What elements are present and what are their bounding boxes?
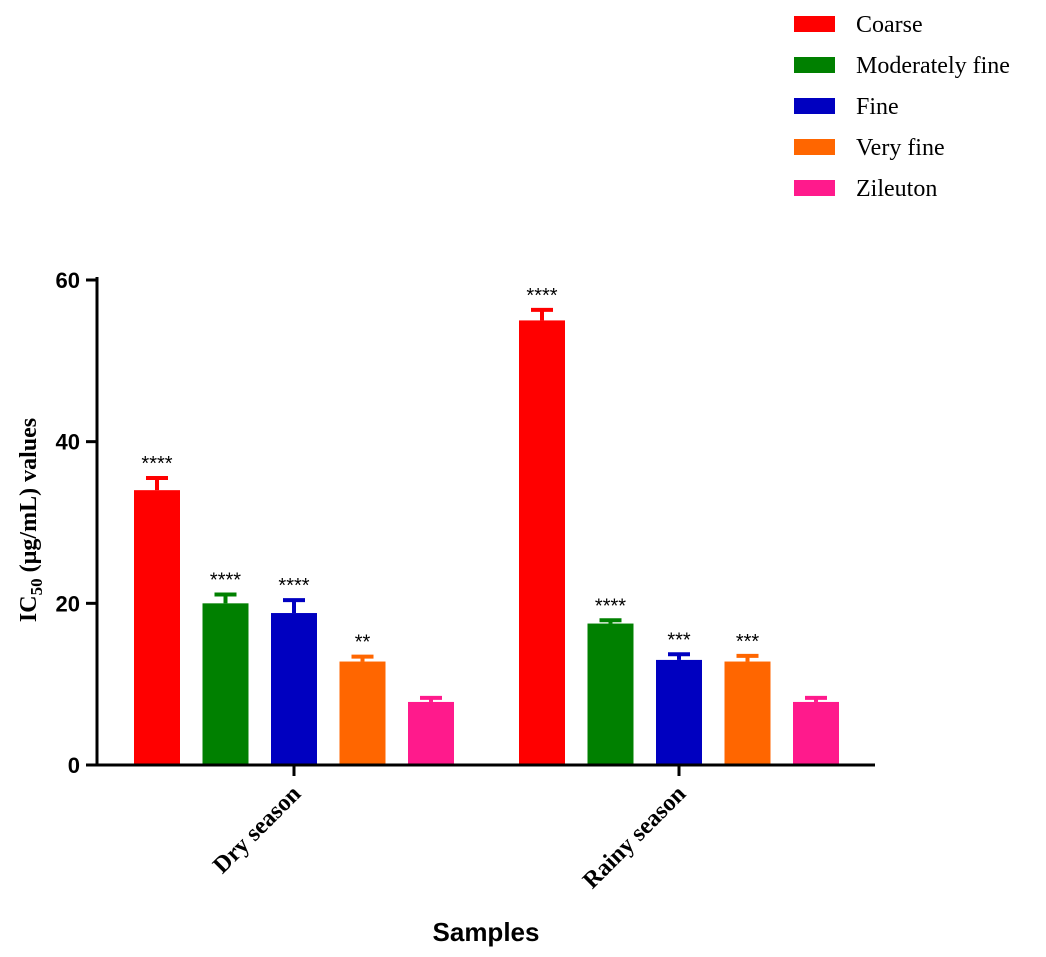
legend-label: Fine	[856, 94, 899, 120]
bar	[519, 320, 565, 765]
significance-label: ****	[595, 595, 626, 617]
bar	[271, 613, 317, 765]
axes	[95, 277, 875, 767]
legend: Coarse Moderately fine Fine Very fine Zileut…	[794, 12, 1010, 202]
x-axis-title: Samples	[433, 917, 540, 947]
bar	[134, 490, 180, 765]
y-tick-label: 60	[56, 268, 80, 293]
x-category-label: Rainy season	[578, 781, 691, 894]
significance-label: ****	[141, 453, 172, 475]
bar	[656, 659, 702, 765]
legend-swatch	[794, 180, 835, 196]
legend-label: Very fine	[856, 135, 945, 161]
y-axis-title-prefix: IC	[16, 595, 42, 622]
legend-label: Moderately fine	[856, 53, 1010, 79]
significance-label: ****	[278, 575, 309, 597]
bar	[587, 623, 634, 765]
legend-swatch	[794, 139, 835, 155]
y-axis-title: IC50 (µg/mL) values	[16, 418, 46, 622]
y-ticks: 0 20 40 60	[56, 268, 97, 778]
bars: ******** ***************** ***	[134, 285, 839, 765]
bar	[339, 661, 386, 765]
bar	[202, 603, 249, 765]
significance-label: ****	[526, 285, 557, 307]
x-category-labels: Dry season Rainy season	[208, 765, 691, 894]
y-axis-title-subscript: 50	[27, 578, 46, 595]
legend-label: Coarse	[856, 12, 923, 38]
significance-label: ****	[210, 569, 241, 591]
legend-label: Zileuton	[856, 176, 937, 202]
significance-label: ***	[667, 629, 691, 651]
bar	[724, 661, 771, 765]
y-tick-label: 0	[68, 753, 80, 778]
y-axis-title-suffix: (µg/mL) values	[16, 418, 42, 579]
y-tick-label: 20	[56, 591, 80, 616]
legend-swatch	[794, 98, 835, 114]
y-tick-label: 40	[56, 430, 80, 455]
legend-swatch	[794, 16, 835, 32]
significance-label: **	[355, 632, 371, 654]
legend-swatch	[794, 57, 835, 73]
x-category-label: Dry season	[208, 781, 306, 879]
significance-label: ***	[736, 631, 760, 653]
bar	[408, 701, 454, 765]
bar	[793, 701, 839, 765]
